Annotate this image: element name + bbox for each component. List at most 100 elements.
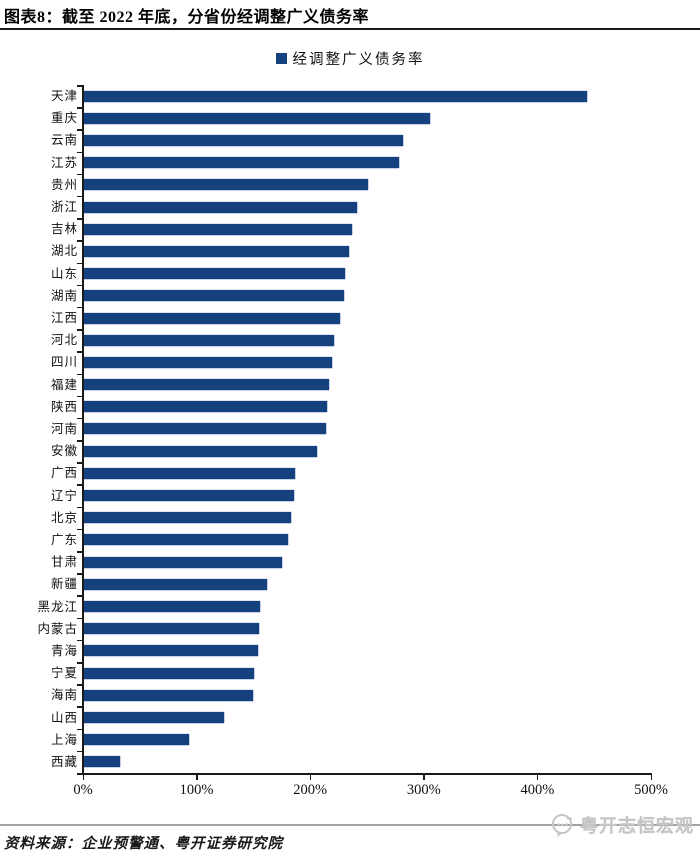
- brand-watermark: 粤开志恒宏观: [550, 808, 694, 842]
- category-label: 陕西: [50, 399, 78, 414]
- bar-湖北: [84, 245, 349, 257]
- bar-四川: [84, 356, 332, 368]
- bar-row: 湖北: [0, 240, 700, 262]
- bar-row: 福建: [0, 374, 700, 396]
- y-axis-tick: [77, 85, 82, 87]
- y-axis-tick: [77, 173, 82, 176]
- y-axis-tick: [77, 773, 82, 775]
- bar-row: 湖南: [0, 285, 700, 307]
- category-label: 上海: [50, 732, 78, 747]
- y-axis-tick: [77, 684, 82, 686]
- category-label: 北京: [50, 510, 78, 525]
- category-label: 浙江: [50, 200, 78, 215]
- y-axis-tick: [77, 639, 82, 642]
- bar-row: 宁夏: [0, 662, 700, 684]
- y-axis-tick: [77, 395, 82, 398]
- x-axis-line: [82, 773, 652, 775]
- bar-安徽: [84, 445, 317, 457]
- y-axis-tick: [77, 440, 82, 442]
- data-source-note: 资料来源：企业预警通、粤开证券研究院: [4, 836, 283, 852]
- bar-row: 河南: [0, 418, 700, 440]
- bar-row: 江西: [0, 307, 700, 329]
- y-axis-tick: [77, 284, 82, 287]
- y-axis-tick: [77, 107, 82, 109]
- y-axis-tick: [77, 306, 82, 309]
- bar-row: 上海: [0, 729, 700, 751]
- category-label: 新疆: [50, 577, 78, 592]
- y-axis-tick: [77, 551, 82, 553]
- bar-row: 黑龙江: [0, 595, 700, 617]
- bar-江苏: [84, 157, 399, 169]
- bar-row: 江苏: [0, 152, 700, 174]
- chart-title: 图表8：截至 2022 年底，分省份经调整广义债务率: [4, 9, 370, 26]
- y-axis-tick: [77, 728, 82, 731]
- category-label: 贵州: [50, 177, 78, 192]
- y-axis-tick: [77, 462, 82, 464]
- y-axis-tick: [77, 218, 82, 220]
- category-label: 内蒙古: [37, 621, 78, 636]
- category-label: 四川: [50, 355, 78, 370]
- bar-row: 辽宁: [0, 484, 700, 506]
- bar-广西: [84, 467, 296, 479]
- x-axis-tick-label: 100%: [179, 782, 214, 798]
- category-label: 天津: [50, 89, 78, 104]
- category-label: 西藏: [50, 754, 78, 769]
- bar-海南: [84, 689, 254, 701]
- bar-上海: [84, 734, 189, 746]
- category-label: 青海: [50, 643, 78, 658]
- category-label: 广东: [50, 532, 78, 547]
- bar-row: 云南: [0, 129, 700, 151]
- bar-西藏: [84, 756, 121, 768]
- bar-浙江: [84, 201, 357, 213]
- bar-陕西: [84, 401, 328, 413]
- bar-福建: [84, 379, 330, 391]
- bar-row: 安徽: [0, 440, 700, 462]
- y-axis-tick: [77, 484, 82, 486]
- y-axis-tick: [77, 750, 82, 753]
- bar-row: 山东: [0, 263, 700, 285]
- x-axis-tick-label: 500%: [634, 782, 668, 798]
- category-label: 黑龙江: [37, 599, 78, 614]
- bar-河南: [84, 423, 326, 435]
- category-label: 广西: [50, 466, 78, 481]
- y-axis-tick: [77, 417, 82, 420]
- category-label: 海南: [50, 688, 78, 703]
- category-label: 山西: [50, 710, 78, 725]
- x-axis-tick: [423, 775, 425, 780]
- footer-divider: [0, 824, 700, 826]
- category-label: 湖北: [50, 244, 78, 259]
- bar-青海: [84, 645, 258, 657]
- y-axis-tick: [77, 195, 82, 198]
- y-axis-tick: [77, 129, 82, 131]
- x-axis-tick-label: 0%: [73, 782, 93, 798]
- category-label: 吉林: [50, 222, 78, 237]
- bar-山西: [84, 712, 224, 723]
- x-axis-tick-label: 400%: [520, 782, 555, 798]
- bar-江西: [84, 312, 340, 324]
- category-label: 云南: [50, 133, 78, 148]
- y-axis-tick: [77, 528, 82, 531]
- category-label: 湖南: [50, 288, 78, 303]
- bar-row: 河北: [0, 329, 700, 351]
- category-label: 辽宁: [50, 488, 78, 503]
- y-axis-tick: [77, 329, 82, 331]
- bar-广东: [84, 534, 289, 546]
- bar-湖南: [84, 290, 345, 302]
- category-label: 安徽: [50, 444, 78, 459]
- bar-row: 重庆: [0, 107, 700, 129]
- chart-legend: 经调整广义债务率: [0, 48, 700, 68]
- bar-row: 北京: [0, 507, 700, 529]
- category-label: 甘肃: [50, 555, 78, 570]
- bar-row: 甘肃: [0, 551, 700, 573]
- bar-甘肃: [84, 556, 282, 568]
- bar-row: 四川: [0, 351, 700, 373]
- y-axis-tick: [77, 506, 82, 509]
- legend-swatch-icon: [275, 52, 287, 64]
- category-label: 山东: [50, 266, 78, 281]
- category-label: 江西: [50, 311, 78, 326]
- x-axis-tick-label: 200%: [293, 782, 328, 798]
- category-label: 宁夏: [50, 666, 78, 681]
- bar-黑龙江: [84, 601, 261, 613]
- chat-face-icon: [552, 814, 573, 837]
- y-axis-tick: [77, 351, 82, 353]
